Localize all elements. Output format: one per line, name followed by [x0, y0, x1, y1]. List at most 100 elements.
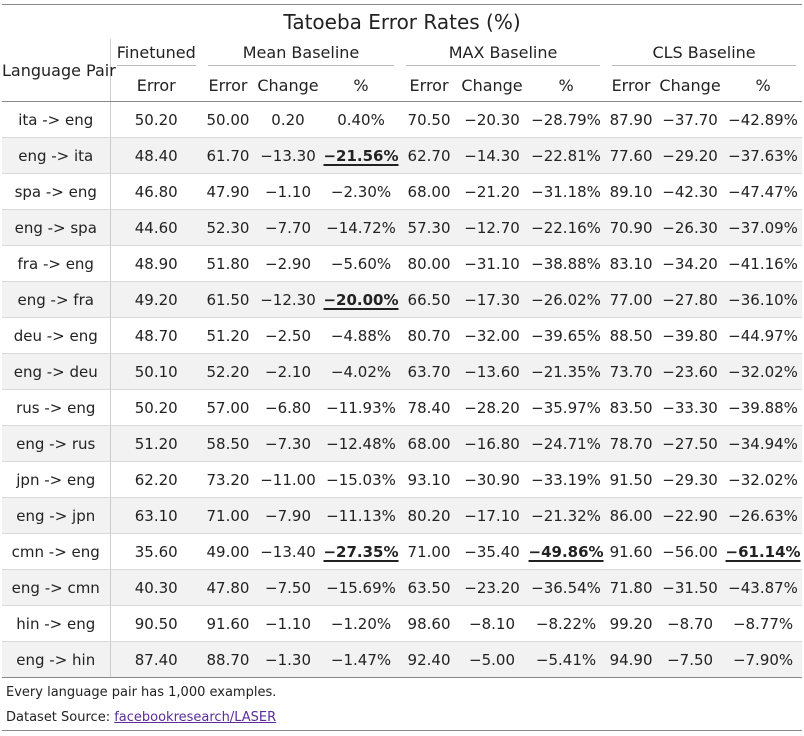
emphasized-value: −21.56% [323, 146, 399, 165]
value-cell: 0.40% [322, 101, 401, 138]
value-cell: −14.30 [458, 137, 527, 174]
value-cell: −8.77% [724, 605, 803, 642]
value-cell: −36.10% [724, 281, 803, 318]
table-row: eng -> ita 48.40 61.70 −13.30 −21.56% 62.70 −1… [2, 137, 803, 174]
header-sub-cell: % [724, 70, 803, 102]
value-cell: −27.50 [656, 425, 725, 462]
value-cell: −26.63% [724, 497, 803, 534]
value-cell: −35.40 [458, 533, 527, 570]
header-sub-cell: Error [202, 70, 254, 102]
header-sub-cell: Change [254, 70, 322, 102]
value-cell: −8.10 [458, 605, 527, 642]
language-pair-cell: eng -> ita [2, 137, 111, 174]
value-cell: 48.40 [110, 137, 202, 174]
language-pair-cell: cmn -> eng [2, 533, 111, 570]
value-cell: 50.20 [110, 101, 202, 138]
value-cell: 57.00 [202, 389, 254, 426]
value-cell: 40.30 [110, 569, 202, 606]
value-cell: 94.90 [606, 641, 657, 678]
value-cell: −61.14% [724, 533, 803, 570]
value-cell: −4.88% [322, 317, 401, 354]
value-cell: 70.50 [400, 101, 459, 138]
value-cell: 61.50 [202, 281, 254, 318]
value-cell: −17.30 [458, 281, 527, 318]
value-cell: −5.41% [526, 641, 607, 678]
table-notes: Every language pair has 1,000 examples. … [2, 678, 802, 731]
value-cell: −17.10 [458, 497, 527, 534]
value-cell: −31.50 [656, 569, 725, 606]
value-cell: −21.32% [526, 497, 607, 534]
value-cell: −1.47% [322, 641, 401, 678]
value-cell: −14.72% [322, 209, 401, 246]
source-link[interactable]: facebookresearch/LASER [114, 710, 277, 725]
value-cell: 47.90 [202, 173, 254, 210]
value-cell: 57.30 [400, 209, 459, 246]
value-cell: 73.70 [606, 353, 657, 390]
language-pair-cell: hin -> eng [2, 605, 111, 642]
language-pair-cell: eng -> fra [2, 281, 111, 318]
table-row: rus -> eng 50.20 57.00 −6.80 −11.93% 78.40 −28… [2, 389, 803, 426]
table-row: spa -> eng 46.80 47.90 −1.10 −2.30% 68.00 −21.… [2, 173, 803, 210]
value-cell: 80.00 [400, 245, 459, 282]
value-cell: −39.80 [656, 317, 725, 354]
header-sub-cell: Change [656, 70, 725, 102]
value-cell: 87.40 [110, 641, 202, 678]
value-cell: −56.00 [656, 533, 725, 570]
value-cell: −2.10 [254, 353, 322, 390]
value-cell: −13.60 [458, 353, 527, 390]
value-cell: −26.30 [656, 209, 725, 246]
language-pair-cell: ita -> eng [2, 101, 111, 138]
value-cell: 77.60 [606, 137, 657, 174]
value-cell: 49.00 [202, 533, 254, 570]
value-cell: −7.90% [724, 641, 803, 678]
value-cell: 66.50 [400, 281, 459, 318]
value-cell: −7.50 [254, 569, 322, 606]
value-cell: −24.71% [526, 425, 607, 462]
table-header: Language Pair Finetuned Mean Baseline MA… [2, 39, 803, 102]
value-cell: 52.20 [202, 353, 254, 390]
emphasized-value: −27.35% [323, 542, 399, 561]
value-cell: −33.30 [656, 389, 725, 426]
value-cell: 77.00 [606, 281, 657, 318]
value-cell: 50.10 [110, 353, 202, 390]
table-body: ita -> eng 50.20 50.00 0.20 0.40% 70.50 −20.30… [2, 101, 803, 678]
header-sub-cell: % [322, 70, 401, 102]
value-cell: 44.60 [110, 209, 202, 246]
language-pair-cell: jpn -> eng [2, 461, 111, 498]
value-cell: 71.00 [202, 497, 254, 534]
value-cell: −7.70 [254, 209, 322, 246]
header-group-cls-baseline: CLS Baseline [606, 39, 802, 70]
value-cell: −5.00 [458, 641, 527, 678]
value-cell: −1.20% [322, 605, 401, 642]
value-cell: −8.70 [656, 605, 725, 642]
value-cell: 68.00 [400, 173, 459, 210]
value-cell: 90.50 [110, 605, 202, 642]
value-cell: −41.16% [724, 245, 803, 282]
value-cell: −1.10 [254, 605, 322, 642]
value-cell: 51.20 [202, 317, 254, 354]
value-cell: −44.97% [724, 317, 803, 354]
table-row: eng -> deu 50.10 52.20 −2.10 −4.02% 63.70 −13.… [2, 353, 803, 390]
value-cell: 35.60 [110, 533, 202, 570]
value-cell: −15.03% [322, 461, 401, 498]
value-cell: −42.30 [656, 173, 725, 210]
value-cell: −8.22% [526, 605, 607, 642]
value-cell: 91.60 [606, 533, 657, 570]
value-cell: 51.20 [110, 425, 202, 462]
value-cell: −22.90 [656, 497, 725, 534]
language-pair-cell: fra -> eng [2, 245, 111, 282]
error-rates-table: Tatoeba Error Rates (%) Language Pair Fi… [2, 4, 803, 678]
value-cell: −21.35% [526, 353, 607, 390]
note-examples: Every language pair has 1,000 examples. [6, 685, 277, 700]
value-cell: 51.80 [202, 245, 254, 282]
value-cell: 62.70 [400, 137, 459, 174]
table-row: ita -> eng 50.20 50.00 0.20 0.40% 70.50 −20.30… [2, 101, 803, 138]
value-cell: −2.50 [254, 317, 322, 354]
table-row: deu -> eng 48.70 51.20 −2.50 −4.88% 80.70 −32.… [2, 317, 803, 354]
value-cell: 48.70 [110, 317, 202, 354]
header-group-mean-baseline: Mean Baseline [202, 39, 400, 70]
value-cell: −35.97% [526, 389, 607, 426]
value-cell: 52.30 [202, 209, 254, 246]
value-cell: −26.02% [526, 281, 607, 318]
